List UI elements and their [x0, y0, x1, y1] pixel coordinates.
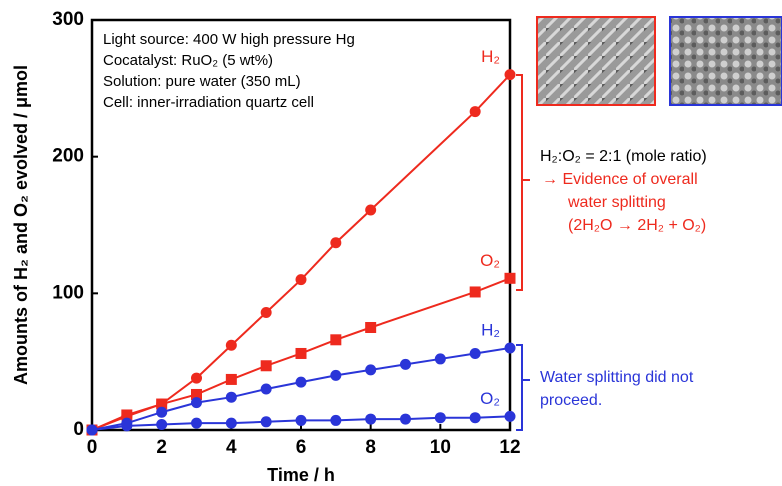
data-point: [365, 204, 377, 216]
annotation-red: H₂:O₂ = 2:1 (mole ratio): [540, 148, 707, 165]
data-point: [330, 369, 342, 381]
data-point: [330, 334, 342, 346]
info-text: Cell: inner-irradiation quartz cell: [103, 94, 314, 111]
series-label: H₂: [481, 320, 500, 339]
data-point: [469, 106, 481, 118]
bracket-red: [516, 74, 530, 291]
x-tick-label: 12: [499, 437, 520, 458]
y-tick-label: 300: [52, 9, 84, 30]
data-point: [330, 414, 342, 426]
sem-image-red: [536, 16, 656, 106]
data-point: [156, 419, 168, 431]
y-axis-label: Amounts of H₂ and O₂ evolved / μmol: [11, 65, 31, 385]
data-point: [121, 420, 133, 432]
annotation-red: (2H₂O → 2H₂ + O₂): [568, 217, 706, 234]
y-tick-label: 200: [52, 146, 84, 167]
data-point: [400, 358, 411, 370]
info-text: Cocatalyst: RuO₂ (5 wt%): [103, 52, 273, 69]
info-text: Light source: 400 W high pressure Hg: [103, 31, 355, 48]
data-point: [260, 306, 272, 318]
x-tick-label: 10: [430, 437, 451, 458]
data-point: [225, 417, 237, 429]
data-point: [504, 410, 516, 422]
data-point: [504, 342, 516, 354]
data-point: [469, 286, 481, 298]
data-point: [225, 391, 237, 403]
data-point: [469, 412, 481, 424]
data-point: [365, 364, 377, 376]
data-point: [156, 406, 168, 418]
y-tick-label: 0: [73, 419, 84, 440]
y-tick-label: 100: [52, 282, 84, 303]
x-axis-label: Time / h: [267, 465, 335, 485]
data-point: [365, 322, 377, 333]
data-point: [225, 339, 237, 351]
data-point: [156, 398, 168, 410]
annotation-blue: proceed.: [540, 392, 602, 409]
data-point: [260, 416, 272, 428]
bracket-blue: [516, 344, 530, 431]
data-point: [330, 237, 342, 249]
data-point: [504, 69, 516, 81]
data-point: [191, 397, 202, 409]
series-label: H₂: [481, 47, 500, 66]
data-point: [434, 353, 446, 365]
annotation-red: water splitting: [567, 194, 666, 211]
series-label: O₂: [480, 389, 500, 408]
data-point: [191, 388, 202, 400]
annotation-blue: Water splitting did not: [540, 369, 694, 386]
data-point: [469, 347, 481, 359]
data-point: [295, 274, 307, 286]
data-point: [86, 424, 98, 436]
data-point: [260, 383, 272, 395]
data-point: [121, 409, 133, 421]
x-tick-label: 0: [87, 437, 98, 458]
x-tick-label: 2: [156, 437, 167, 458]
annotation-red: → Evidence of overall: [542, 171, 698, 188]
x-tick-label: 8: [365, 437, 376, 458]
data-point: [295, 347, 307, 359]
data-point: [295, 376, 307, 388]
x-tick-label: 6: [296, 437, 307, 458]
data-point: [295, 414, 307, 426]
data-point: [400, 413, 411, 425]
info-text: Solution: pure water (350 mL): [103, 73, 301, 90]
series-label: O₂: [480, 251, 500, 270]
data-point: [191, 417, 202, 429]
x-tick-label: 4: [226, 437, 237, 458]
sem-image-blue: [669, 16, 782, 106]
data-point: [365, 413, 377, 425]
data-point: [504, 272, 516, 284]
data-point: [260, 360, 272, 372]
data-point: [225, 373, 237, 385]
data-point: [191, 372, 202, 384]
data-point: [434, 412, 446, 424]
